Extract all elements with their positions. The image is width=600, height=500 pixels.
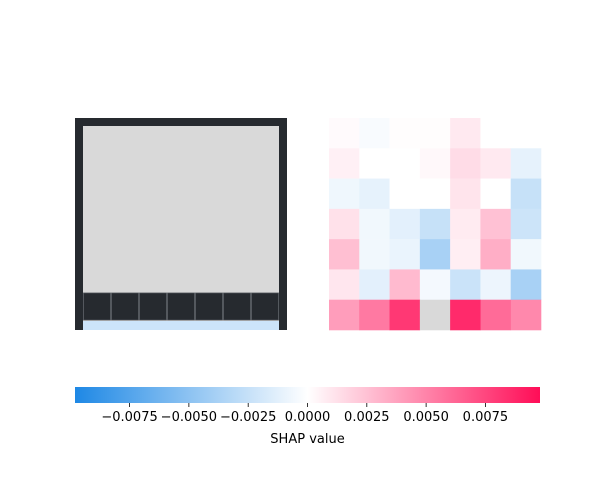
shap-cell <box>419 269 451 301</box>
shap-cell <box>419 208 451 240</box>
shap-cell <box>510 208 542 240</box>
colorbar: −0.0075 −0.0050 −0.0025 0.0000 0.0025 0.0050 0… <box>75 387 540 447</box>
shap-cell <box>329 269 360 301</box>
shap-cell <box>419 148 451 179</box>
shap-cell <box>510 178 542 210</box>
shap-cell <box>329 118 360 149</box>
shap-cell <box>480 208 512 240</box>
input-image-panel <box>75 118 287 330</box>
input-mask-cell <box>251 292 279 321</box>
shap-cell <box>329 239 360 270</box>
shap-cell <box>359 239 390 270</box>
colorbar-tick-label: −0.0025 <box>220 410 276 425</box>
shap-cell <box>389 148 421 179</box>
colorbar-tick-label: −0.0050 <box>161 410 217 425</box>
shap-cell <box>419 178 451 210</box>
shap-cell <box>419 118 451 149</box>
shap-cell <box>450 208 481 240</box>
shap-cell <box>389 118 421 149</box>
shap-cell <box>329 208 360 240</box>
colorbar-ticks: −0.0075 −0.0050 −0.0025 0.0000 0.0025 0.0050 0… <box>101 403 508 425</box>
shap-heatmap-panel <box>329 118 542 331</box>
shap-cell <box>359 269 390 301</box>
shap-cell <box>389 239 421 270</box>
shap-cell <box>480 239 512 270</box>
colorbar-gradient <box>75 387 540 403</box>
shap-cell <box>510 239 542 270</box>
shap-cell <box>329 299 360 331</box>
shap-cell <box>480 269 512 301</box>
input-mask-cell <box>223 292 251 321</box>
shap-cell <box>510 269 542 301</box>
input-mask-cell <box>139 292 167 321</box>
shap-cell <box>510 299 542 331</box>
input-bottom-row <box>83 321 279 330</box>
shap-cell <box>450 178 481 210</box>
shap-cell <box>389 208 421 240</box>
shap-cell <box>359 299 390 331</box>
shap-cell-masked <box>419 299 451 331</box>
input-mask-cell <box>167 292 195 321</box>
colorbar-tick-label: −0.0075 <box>101 410 157 425</box>
shap-cell <box>510 118 542 149</box>
shap-cell <box>329 178 360 210</box>
shap-cell <box>450 118 481 149</box>
shap-cell <box>359 208 390 240</box>
shap-cell <box>419 239 451 270</box>
shap-cell <box>359 118 390 149</box>
shap-cell <box>450 148 481 179</box>
colorbar-axis-label: SHAP value <box>270 432 344 447</box>
shap-cell <box>389 178 421 210</box>
input-mask-cell <box>83 292 111 321</box>
colorbar-tick-label: 0.0000 <box>285 410 331 425</box>
shap-cell <box>359 148 390 179</box>
colorbar-tick-label: 0.0025 <box>344 410 390 425</box>
input-mask-cell <box>111 292 139 321</box>
shap-cell <box>359 178 390 210</box>
colorbar-tick-label: 0.0050 <box>403 410 449 425</box>
input-mask-cell <box>195 292 223 321</box>
shap-cell <box>480 148 512 179</box>
shap-cell <box>480 118 512 149</box>
shap-cell <box>450 239 481 270</box>
shap-cell <box>480 299 512 331</box>
colorbar-tick-label: 0.0075 <box>463 410 509 425</box>
shap-cell <box>450 299 481 331</box>
shap-cell <box>329 148 360 179</box>
shap-cell <box>510 148 542 179</box>
shap-cell <box>450 269 481 301</box>
shap-cell <box>389 269 421 301</box>
shap-cell <box>389 299 421 331</box>
shap-cell <box>480 178 512 210</box>
